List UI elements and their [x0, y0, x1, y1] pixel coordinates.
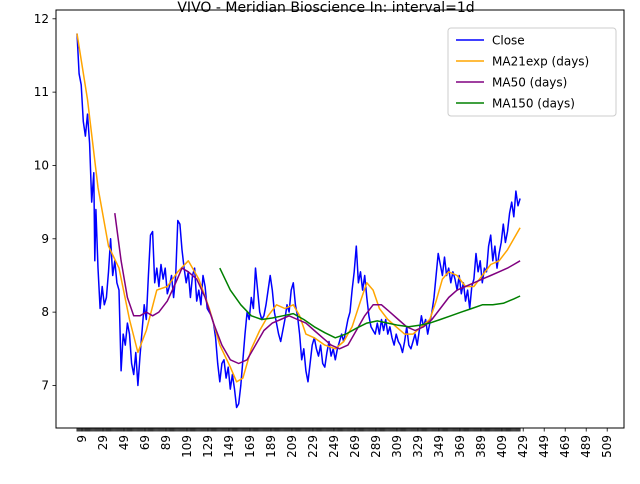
x-tick-label: 9	[75, 435, 89, 443]
x-tick-label: 269	[348, 435, 362, 458]
y-tick-label: 8	[41, 305, 49, 319]
x-tick-label: 429	[516, 435, 530, 458]
x-tick-label: 349	[432, 435, 446, 458]
x-tick-label: 69	[138, 435, 152, 450]
legend-label: MA150 (days)	[492, 97, 575, 111]
x-tick-label: 249	[327, 435, 341, 458]
series-line-1	[76, 33, 521, 383]
y-tick-label: 12	[34, 12, 49, 26]
x-tick-label: 449	[537, 435, 551, 458]
x-tick-label: 509	[600, 435, 614, 458]
y-tick-label: 7	[41, 378, 49, 392]
x-tick-label: 289	[369, 435, 383, 458]
series-line-2	[114, 213, 521, 365]
x-tick-label: 89	[159, 435, 173, 450]
x-tick-label: 469	[558, 435, 572, 458]
legend-box	[447, 27, 617, 117]
x-tick-label: 329	[411, 435, 425, 458]
x-tick-label: 29	[96, 435, 110, 450]
x-axis: 9 29 49 69 89 109 129 149 169 189 209 229 249 269 289 3…	[75, 428, 614, 458]
series-line-3	[219, 267, 521, 339]
x-tick-label: 409	[495, 435, 509, 458]
x-tick-label: 489	[579, 435, 593, 458]
x-tick-label: 169	[243, 435, 257, 458]
y-axis: 7 8 9 10 11 12	[34, 12, 56, 392]
legend-label: MA21exp (days)	[492, 55, 589, 69]
x-tick-label: 149	[222, 435, 236, 458]
chart-title: VIVO - Meridian Bioscience In: interval=…	[177, 0, 474, 16]
x-tick-label: 309	[390, 435, 404, 458]
y-tick-label: 11	[34, 85, 49, 99]
y-tick-label: 9	[41, 232, 49, 246]
x-tick-label: 369	[453, 435, 467, 458]
x-tick-label: 209	[285, 435, 299, 458]
series-layer	[76, 33, 521, 409]
x-tick-label: 189	[264, 435, 278, 458]
x-tick-label: 109	[180, 435, 194, 458]
plot-frame	[55, 9, 625, 429]
x-tick-label: 49	[117, 435, 131, 450]
x-tick-label: 389	[474, 435, 488, 458]
legend-label: MA50 (days)	[492, 76, 567, 90]
legend: Close MA21exp (days) MA50 (days) MA150 (day…	[447, 27, 617, 117]
legend-label: Close	[492, 34, 525, 48]
y-tick-label: 10	[34, 158, 49, 172]
x-tick-label: 129	[201, 435, 215, 458]
x-tick-label: 229	[306, 435, 320, 458]
